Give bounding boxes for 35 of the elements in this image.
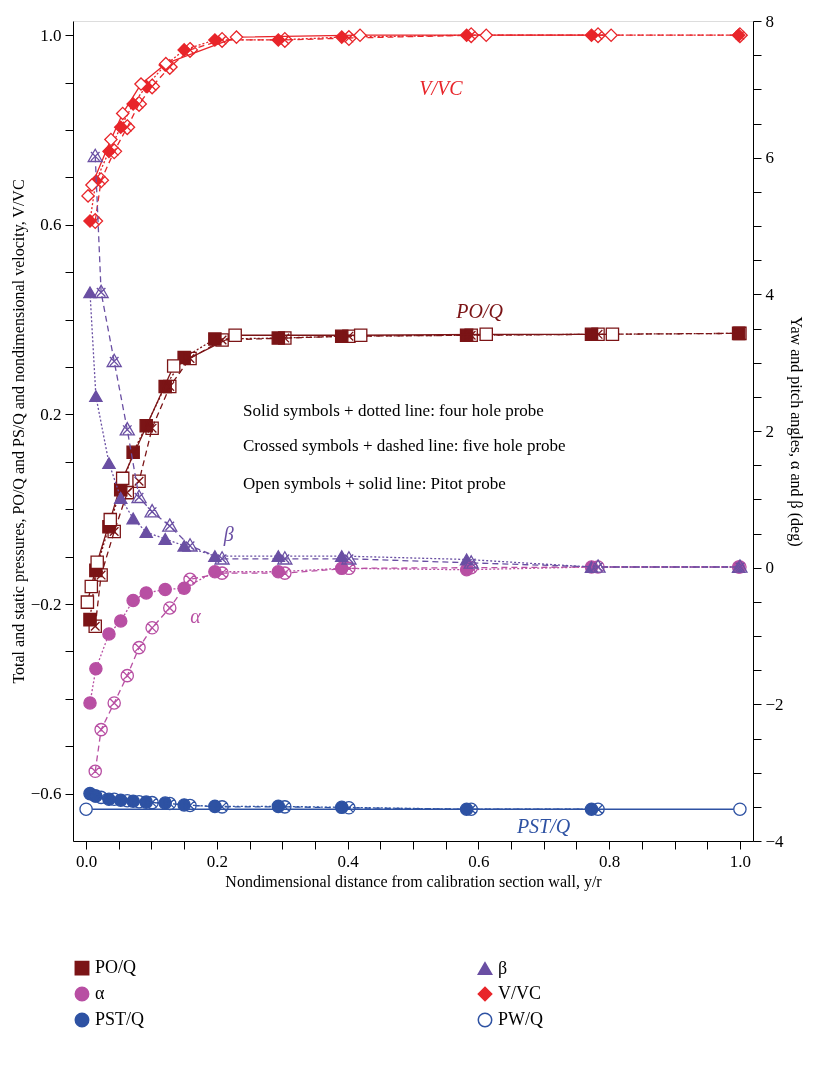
annotation: α <box>190 605 202 628</box>
y2-tick-label: 2 <box>765 421 774 441</box>
y-tick-label: 0.6 <box>40 215 62 235</box>
y2-tick-label: 0 <box>765 558 774 578</box>
x-tick-label: 0.6 <box>468 851 490 871</box>
annotation: PST/Q <box>515 815 571 838</box>
y2-tick-label: 4 <box>765 284 775 304</box>
annotation: Crossed symbols + dashed line: five hole probe <box>243 435 566 455</box>
y2-tick-label: −2 <box>765 694 784 714</box>
annotation: Open symbols + solid line: Pitot probe <box>243 474 506 494</box>
y-tick-label: −0.6 <box>30 784 62 804</box>
x-tick-label: 0.8 <box>599 851 621 871</box>
annotation: V/VC <box>419 77 464 100</box>
legend-label: PO/Q <box>95 957 137 978</box>
legend-label: V/VC <box>498 983 542 1003</box>
legend-label: PST/Q <box>95 1009 145 1029</box>
y2-tick-label: 8 <box>765 11 774 31</box>
x-axis-title: Nondimensional distance from calibration section wall, y/r <box>225 872 603 891</box>
y2-tick-label: 6 <box>765 148 774 168</box>
x-tick-label: 0.2 <box>206 851 228 871</box>
annotation: β <box>222 523 234 547</box>
y2-tick-label: −4 <box>765 831 785 851</box>
y-tick-label: 1.0 <box>40 25 62 45</box>
y-tick-label: −0.2 <box>30 594 62 614</box>
legend-label: PW/Q <box>498 1009 543 1029</box>
x-tick-label: 0.0 <box>75 851 98 871</box>
legend-label: α <box>95 983 105 1003</box>
x-tick-label: 1.0 <box>729 851 752 871</box>
x-tick-label: 0.4 <box>337 851 360 871</box>
annotation: PO/Q <box>455 300 504 323</box>
y-axis-title: Total and static pressures, PO/Q and PS/Q and nondimensional velocity, V/VC <box>9 179 28 684</box>
y-tick-label: 0.2 <box>40 404 62 424</box>
legend-label: β <box>498 957 508 978</box>
annotation: Solid symbols + dotted line: four hole probe <box>243 400 544 420</box>
y2-axis-title: Yaw and pitch angles, α and β (deg) <box>786 316 805 547</box>
